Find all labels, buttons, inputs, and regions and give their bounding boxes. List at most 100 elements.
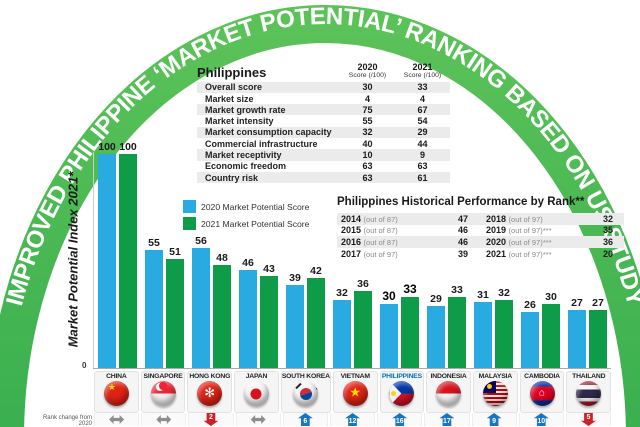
- flag-cell-singapore: SINGAPORE: [140, 371, 186, 413]
- historical-row: 2014 (out of 87) 47 2018 (out of 97) 32: [337, 213, 624, 225]
- historical-year-right: 2020 (out of 97)***: [486, 236, 552, 247]
- rank-up-icon: 12: [345, 413, 361, 426]
- rank-cell-southkorea: 6: [282, 413, 328, 426]
- score-row-label: Overall score: [205, 82, 263, 93]
- bar-2020-thailand: 27: [568, 297, 586, 368]
- legend-item-2021: 2021 Market Potential Score: [183, 217, 309, 230]
- bar-2020-philippines: 30: [380, 289, 398, 368]
- indonesia-flag-icon: [436, 381, 462, 406]
- score-table-rows: Overall score 30 33 Market size 4 4 Market gro…: [197, 81, 450, 184]
- bar-value-label: 42: [310, 265, 322, 277]
- rank-cell-china: [94, 413, 140, 426]
- rank-cell-vietnam: 12: [329, 413, 376, 426]
- bar-2020-cambodia: 26: [521, 299, 539, 368]
- rank-change-value: 2: [209, 413, 213, 421]
- historical-year-left: 2014 (out of 87): [341, 213, 398, 224]
- no-change-icon: [156, 415, 172, 424]
- chart-legend: 2020 Market Potential Score 2021 Market …: [183, 200, 309, 234]
- vietnam-flag-icon: [342, 381, 368, 406]
- country-name-label: SOUTH KOREA: [281, 373, 330, 380]
- rank-up-icon: 16: [392, 413, 408, 426]
- rank-cell-japan: [235, 413, 281, 426]
- bar-2021-singapore: 51: [166, 246, 184, 368]
- bar-value-label: 27: [592, 297, 604, 309]
- bar-group-cambodia: 26 30: [517, 150, 564, 368]
- bar-2021-malaysia: 32: [495, 287, 513, 368]
- bar-2020-japan: 46: [239, 257, 257, 368]
- bar-group-malaysia: 31 32: [470, 150, 517, 368]
- historical-rank-right: 32: [602, 213, 613, 224]
- rank-cell-hongkong: 2: [188, 413, 234, 426]
- score-table-row: Country risk 63 61: [197, 171, 450, 184]
- bar-value-label: 31: [477, 289, 489, 301]
- bar-2020-indonesia: 29: [427, 293, 445, 368]
- score-table-row: Market receptivity 10 9: [197, 149, 450, 161]
- score-row-label: Economic freedom: [205, 161, 287, 172]
- bar-group-philippines: 30 33: [376, 150, 423, 368]
- bar-value-label: 48: [216, 252, 228, 264]
- historical-rank-left: 46: [457, 236, 468, 247]
- score-row-value-2020: 63: [362, 161, 373, 172]
- bar-group-hongkong: 56 48: [188, 150, 235, 368]
- historical-row: 2017 (out of 97) 39 2021 (out of 97)*** 20: [337, 248, 624, 260]
- rank-cell-indonesia: 17: [424, 413, 470, 426]
- rank-change-value: 17: [443, 417, 451, 425]
- historical-rank-left: 47: [457, 213, 468, 224]
- score-row-value-2021: 33: [417, 82, 428, 93]
- bar-group-thailand: 27 27: [564, 150, 611, 368]
- historical-table-rows: 2014 (out of 87) 47 2018 (out of 97) 32 2015…: [337, 213, 624, 259]
- y-axis-label: Market Potential Index 2021*: [65, 171, 81, 348]
- rank-cell-singapore: [141, 413, 187, 426]
- score-table-col-2020: 2020 Score (/100): [348, 62, 387, 80]
- rank-change-strip: 2 6 12 16 17 9 10 5: [94, 413, 612, 426]
- historical-year-left: 2015 (out of 87): [341, 225, 398, 236]
- bar-group-vietnam: 32 36: [329, 150, 376, 368]
- japan-flag-icon: [243, 381, 269, 406]
- bar-value-label: 32: [336, 287, 348, 299]
- score-row-label: Country risk: [205, 172, 259, 183]
- country-name-label: CHINA: [106, 373, 127, 380]
- bar-value-label: 43: [263, 263, 275, 275]
- score-row-label: Market growth rate: [205, 104, 286, 115]
- score-row-label: Market receptivity: [205, 149, 282, 160]
- bar-2021-thailand: 27: [589, 297, 607, 368]
- country-name-label: INDONESIA: [430, 373, 467, 380]
- country-name-label: HONG KONG: [189, 373, 231, 380]
- bar-value-label: 33: [403, 282, 417, 296]
- rank-up-icon: 9: [486, 413, 502, 426]
- bar-2020-singapore: 55: [145, 237, 163, 368]
- score-row-value-2021: 29: [417, 127, 428, 138]
- rank-change-value: 5: [586, 413, 591, 421]
- y-axis-line: [93, 152, 94, 368]
- score-table-row: Market consumption capacity 32 29: [197, 126, 450, 139]
- philippines-score-table: Philippines 2020 Score (/100) 2021 Score…: [197, 62, 450, 184]
- historical-year-left: 2016 (out of 87): [341, 236, 398, 247]
- cambodia-flag-icon: [529, 381, 555, 406]
- bar-2021-indonesia: 33: [448, 284, 466, 368]
- flag-cell-malaysia: MALAYSIA: [472, 371, 518, 413]
- country-name-label: VIETNAM: [340, 373, 370, 380]
- bar-value-label: 32: [498, 287, 510, 299]
- bar-2021-china: 100: [119, 141, 137, 368]
- historical-rank-right: 36: [602, 236, 613, 247]
- flag-cell-indonesia: INDONESIA: [426, 371, 471, 413]
- bar-2020-southkorea: 39: [286, 272, 304, 368]
- score-row-value-2020: 55: [362, 116, 373, 127]
- historical-performance-table: Philippines Historical Performance by Ra…: [337, 196, 624, 259]
- legend-swatch-2021: [183, 217, 196, 230]
- bar-value-label: 39: [289, 272, 301, 284]
- bar-2021-southkorea: 42: [307, 265, 325, 368]
- score-row-value-2020: 75: [362, 104, 373, 115]
- historical-year-right: 2018 (out of 97): [486, 213, 543, 224]
- historical-row: 2015 (out of 87) 46 2019 (out of 97)*** 35: [337, 225, 624, 237]
- flag-cell-southkorea: SOUTH KOREA: [280, 371, 331, 413]
- x-axis-line: [93, 368, 611, 369]
- legend-item-2020: 2020 Market Potential Score: [183, 200, 309, 213]
- score-row-value-2021: 54: [417, 116, 428, 127]
- country-name-label: PHILIPPINES: [381, 373, 422, 380]
- no-change-icon: [250, 415, 266, 424]
- flag-cell-thailand: THAILAND: [566, 371, 612, 413]
- southkorea-flag-icon: [293, 381, 319, 406]
- bar-value-label: 55: [148, 237, 160, 249]
